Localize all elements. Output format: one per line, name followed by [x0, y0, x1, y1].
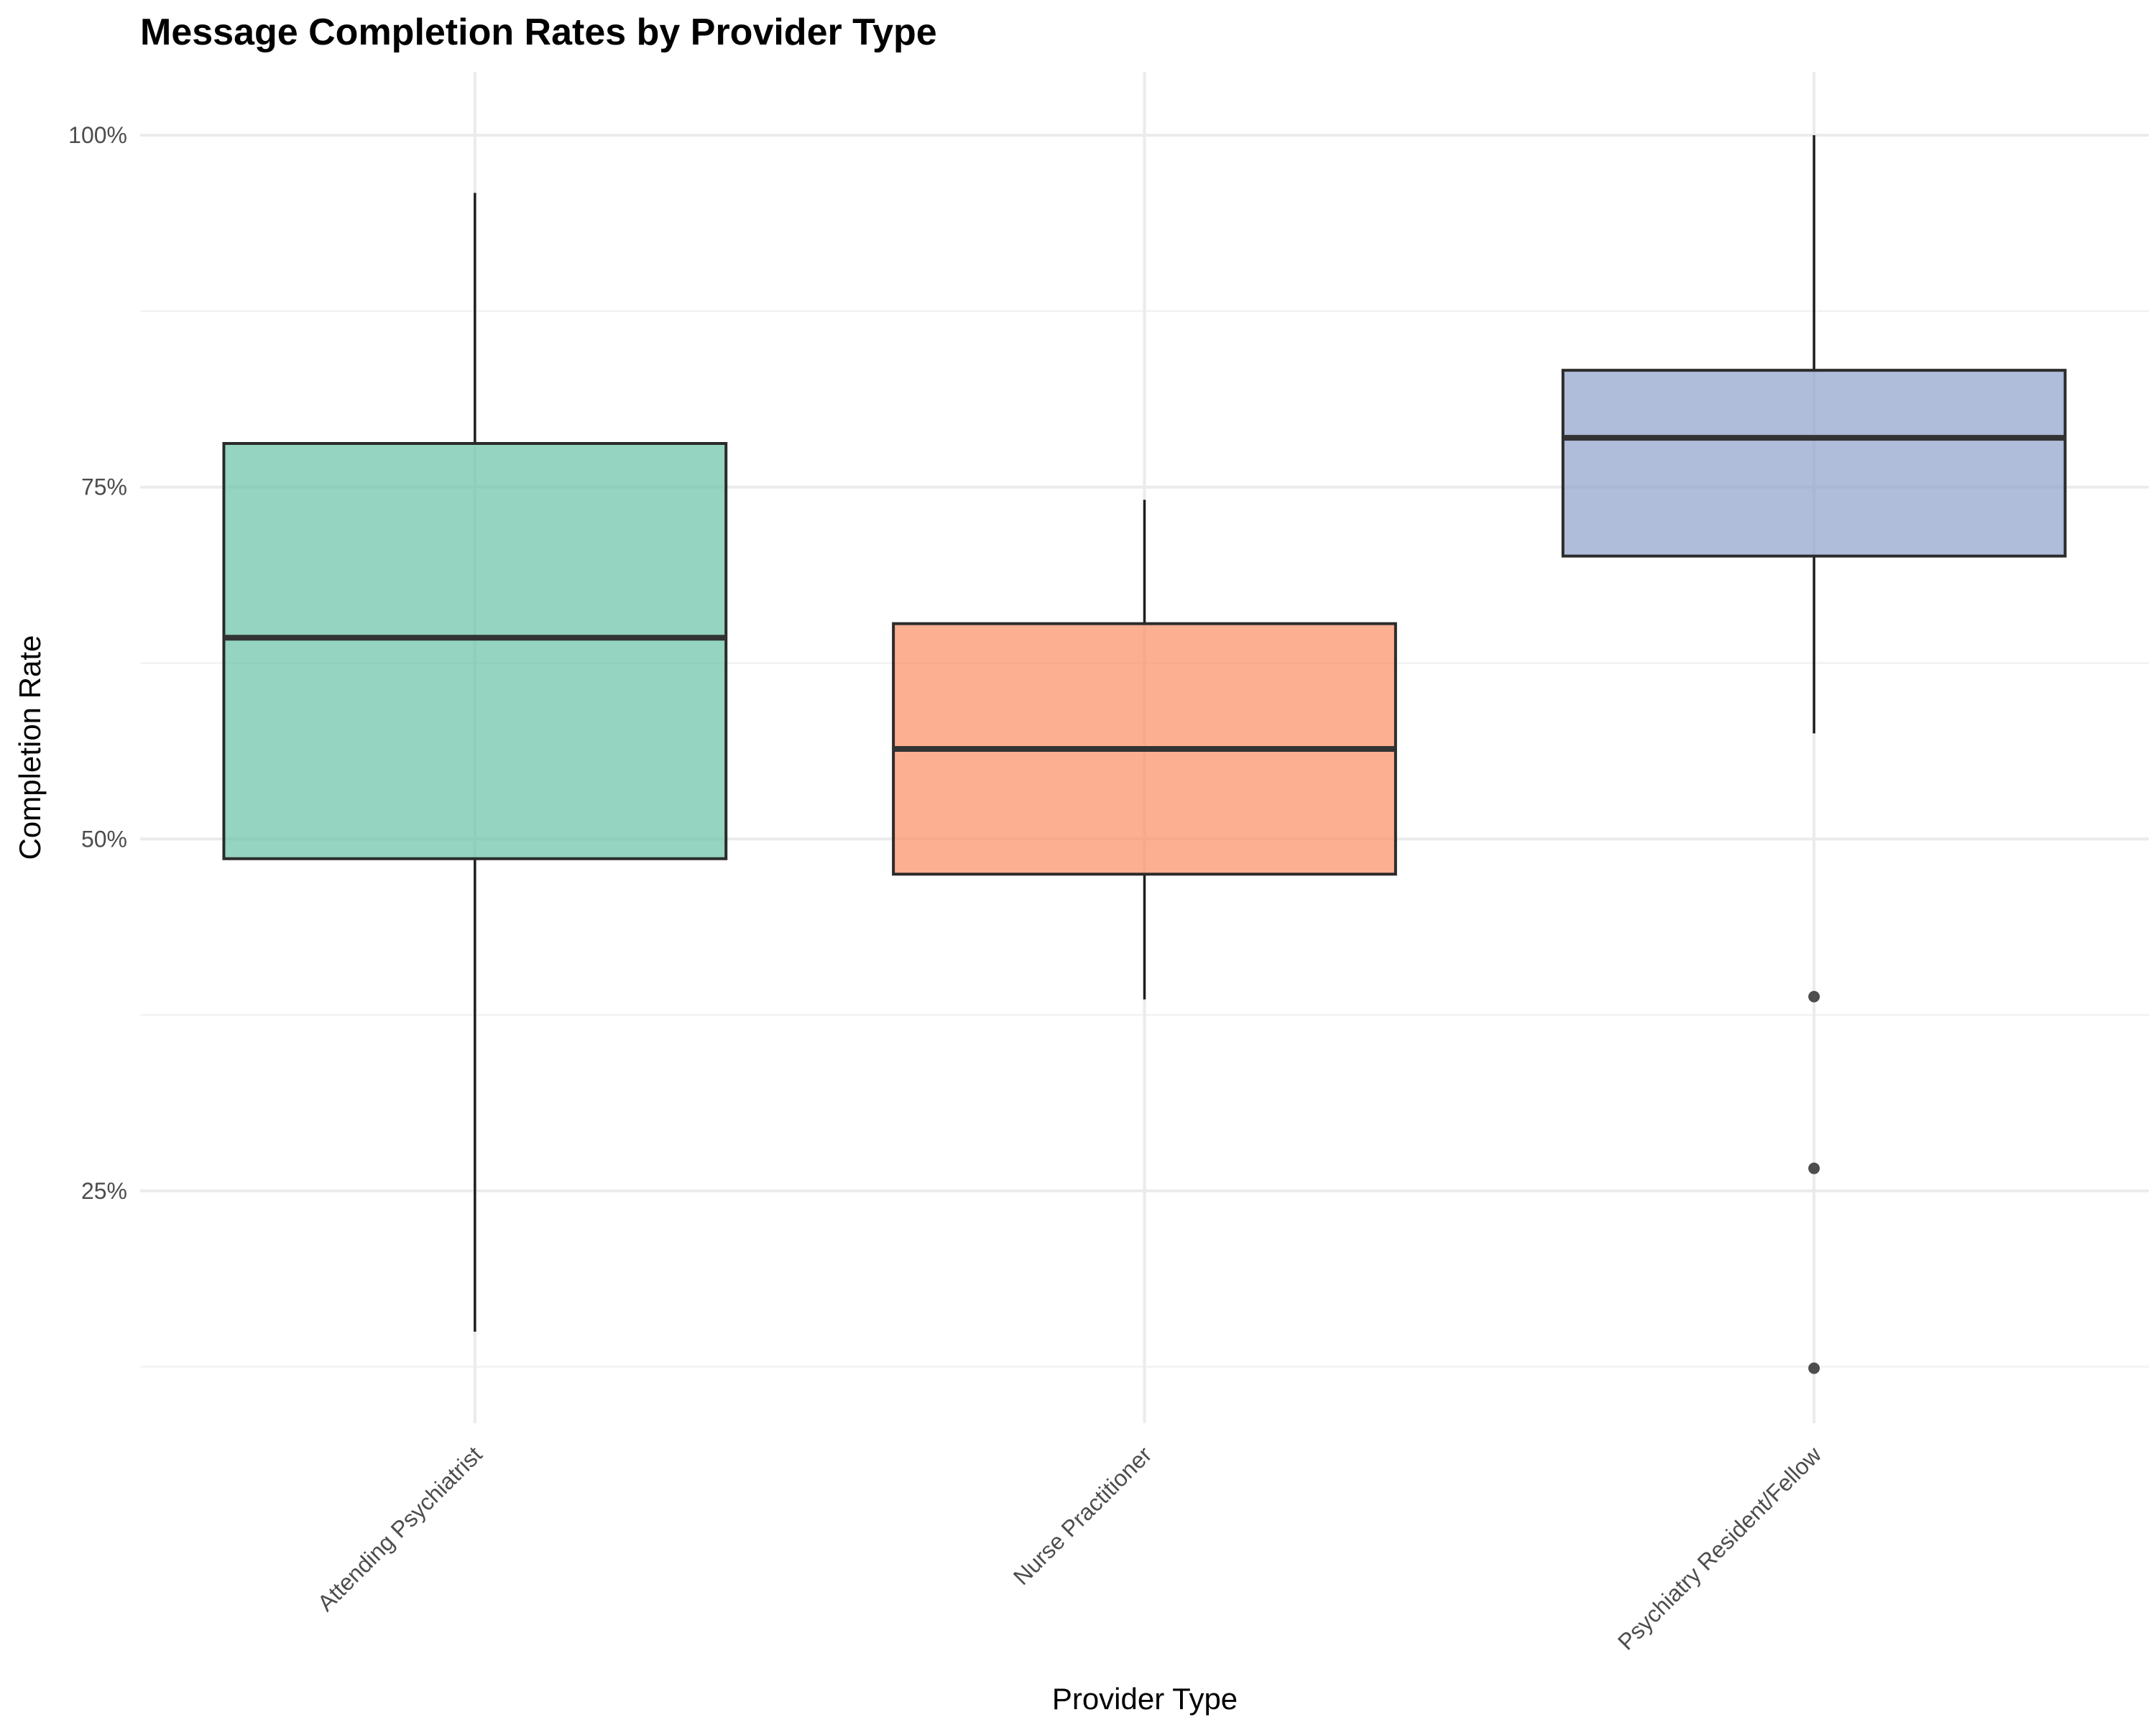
- y-tick-label: 100%: [68, 122, 127, 148]
- x-tick-label: Attending Psychiatrist: [313, 1441, 487, 1616]
- outlier-point: [1808, 1162, 1820, 1174]
- x-axis-ticks: Attending Psychiatrist Nurse Practitioner…: [313, 1441, 1827, 1655]
- outlier-point: [1808, 990, 1820, 1003]
- y-tick-label: 25%: [81, 1178, 127, 1204]
- iqr-box: [1561, 369, 2067, 558]
- y-axis-ticks: 25% 50% 75% 100%: [68, 122, 127, 1204]
- x-tick-label: Psychiatry Resident/Fellow: [1613, 1441, 1827, 1655]
- outlier-point: [1808, 1362, 1820, 1374]
- iqr-box: [222, 442, 728, 860]
- chart-title: Message Completion Rates by Provider Typ…: [140, 12, 937, 53]
- x-axis-title: Provider Type: [1052, 1682, 1238, 1716]
- boxplots: [222, 135, 2067, 1374]
- x-tick-label: Nurse Practitioner: [1008, 1441, 1157, 1590]
- boxplot-1: [892, 500, 1397, 1000]
- y-tick-label: 50%: [81, 826, 127, 852]
- boxplot-2: [1561, 135, 2067, 1374]
- y-axis-title: Completion Rate: [13, 635, 47, 860]
- y-tick-label: 75%: [81, 474, 127, 500]
- boxplot-0: [222, 193, 728, 1332]
